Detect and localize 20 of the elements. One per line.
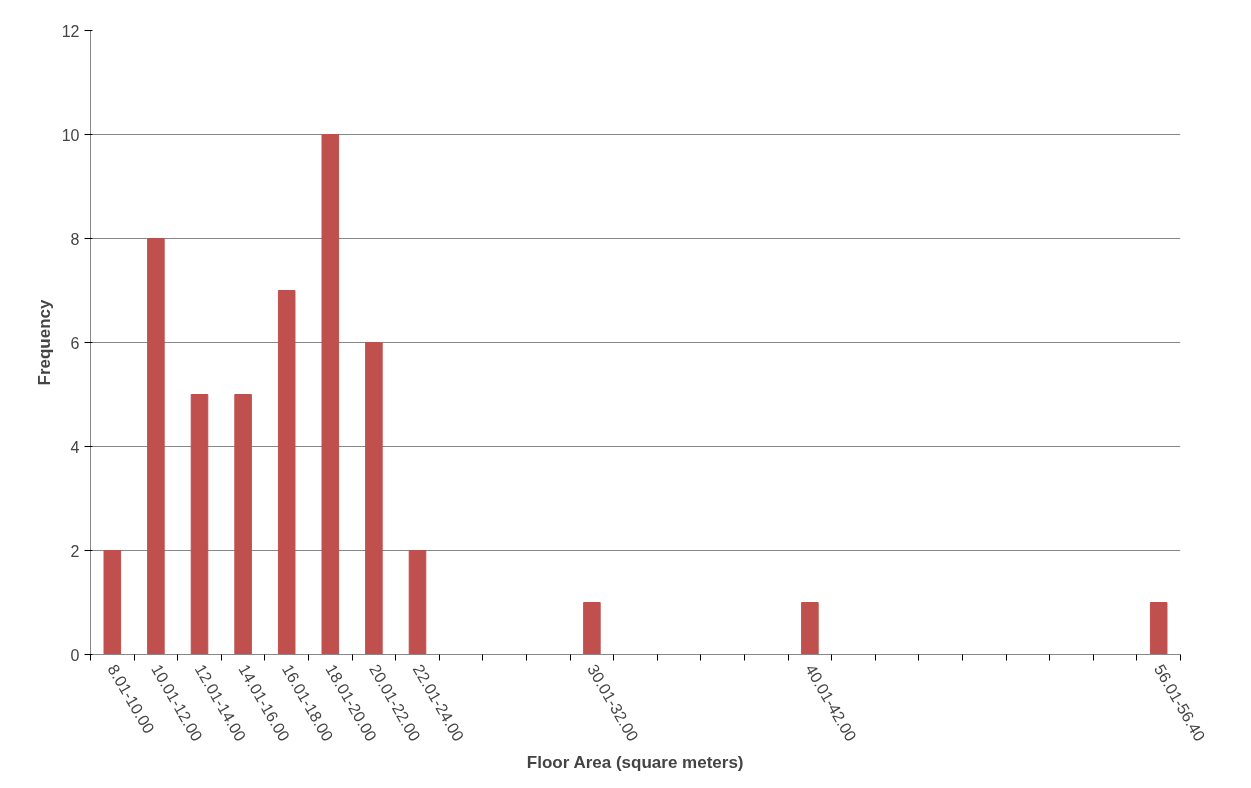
bar <box>408 550 427 655</box>
y-tick-label: 10 <box>61 126 80 144</box>
bar <box>321 134 340 655</box>
y-tick-label: 0 <box>70 646 80 664</box>
bar <box>103 550 122 655</box>
bar <box>365 342 383 655</box>
bar <box>1149 602 1168 655</box>
bar <box>277 290 296 655</box>
bar <box>147 238 165 655</box>
y-tick-label: 2 <box>70 542 80 560</box>
y-tick-label: 4 <box>70 438 80 456</box>
y-tick-label: 8 <box>70 230 80 248</box>
bar <box>234 394 252 655</box>
y-axis-title: Frequency <box>34 298 54 386</box>
y-tick-label: 6 <box>70 334 80 352</box>
bar <box>190 394 209 655</box>
bar <box>583 602 601 655</box>
x-axis-title: Floor Area (square meters) <box>526 753 744 773</box>
y-tick-label: 12 <box>61 22 80 40</box>
bar <box>801 602 819 655</box>
